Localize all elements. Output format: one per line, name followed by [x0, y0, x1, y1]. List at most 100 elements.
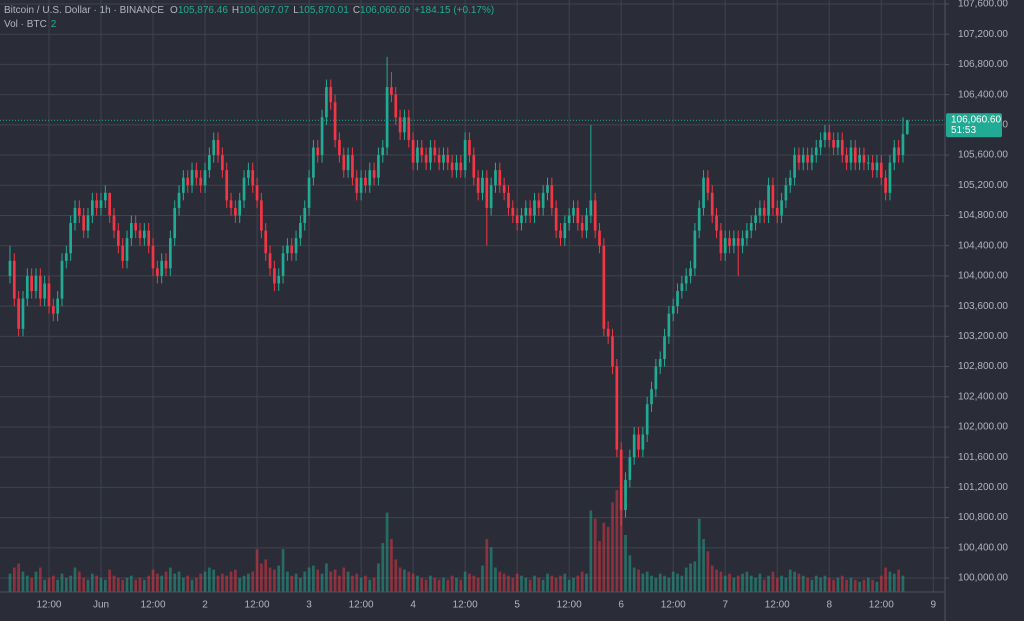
volume-bar — [676, 573, 679, 592]
volume-bar — [225, 575, 229, 592]
candle-body — [17, 298, 20, 329]
candle-body — [693, 230, 697, 269]
candle-body — [294, 238, 298, 254]
candle-body — [277, 275, 281, 284]
volume-bar — [103, 579, 107, 592]
volume-bar — [515, 573, 519, 592]
volume-bar — [806, 577, 809, 592]
x-tick-label: 5 — [514, 600, 520, 611]
y-tick-label: 100,000.00 — [958, 573, 1008, 584]
volume-bar — [632, 567, 636, 592]
candle-body — [611, 336, 614, 367]
candle-body — [459, 162, 463, 171]
volume-bar — [563, 573, 567, 592]
candle-body — [819, 139, 822, 148]
volume-bar — [125, 577, 129, 592]
volume-bar — [190, 579, 194, 592]
volume-bar — [186, 575, 190, 592]
volume-bar — [359, 577, 363, 592]
symbol-legend: Bitcoin / U.S. Dollar · 1h · BINANCE O105… — [4, 5, 494, 16]
volume-bar — [758, 573, 762, 592]
volume-bar — [182, 577, 185, 592]
volume-bar — [463, 571, 467, 592]
candle-body — [775, 207, 779, 216]
candle-body — [645, 404, 649, 435]
y-tick-label: 106,800.00 — [958, 59, 1008, 70]
volume-bar — [60, 573, 64, 592]
candle-body — [86, 215, 90, 231]
candle-body — [771, 185, 775, 208]
candle-body — [498, 170, 502, 186]
x-tick-label: 12:00 — [141, 600, 166, 611]
volume-bar — [229, 571, 233, 592]
volume-bar — [99, 577, 103, 592]
candle-body — [494, 170, 497, 186]
candle-body — [840, 139, 844, 156]
candle-body — [862, 155, 866, 163]
candle-body — [359, 177, 363, 193]
volume-bar — [667, 577, 671, 592]
volume-bar — [559, 575, 562, 592]
volume-bar — [342, 567, 346, 592]
candle-body — [528, 207, 532, 216]
volume-bar — [316, 569, 320, 592]
volume-bar — [385, 512, 389, 592]
volume-bar — [840, 575, 844, 592]
candle-body — [801, 155, 805, 163]
candle-body — [879, 162, 883, 178]
candle-body — [407, 117, 411, 140]
volume-bar — [390, 539, 393, 592]
candle-body — [897, 147, 900, 156]
volume-bar — [576, 575, 580, 592]
volume-bar — [858, 581, 861, 592]
legend-value: 105,876.46 — [178, 5, 228, 16]
y-tick-label: 104,000.00 — [958, 271, 1008, 282]
candle-body — [671, 306, 675, 314]
volume-bar — [602, 522, 606, 592]
volume-bar — [216, 575, 220, 592]
candle-body — [702, 177, 705, 208]
volume-bar — [680, 575, 684, 592]
volume-bar — [489, 547, 493, 592]
candle-body — [749, 223, 753, 231]
volume-bar — [476, 577, 480, 592]
volume-bar — [671, 571, 675, 592]
volume-bar — [502, 573, 506, 592]
volume-bar — [95, 575, 99, 592]
candle-body — [637, 434, 640, 450]
volume-bar — [710, 565, 714, 592]
volume-bar — [407, 571, 411, 592]
y-tick-label: 107,600.00 — [958, 0, 1008, 10]
candle-body — [784, 185, 788, 201]
x-tick-label: 12:00 — [349, 600, 374, 611]
volume-bar — [333, 569, 337, 592]
candle-body — [472, 155, 476, 178]
volume-bar — [234, 569, 237, 592]
candle-body — [823, 132, 827, 140]
volume-bar — [164, 571, 168, 592]
candle-body — [632, 434, 636, 458]
candle-body — [849, 147, 853, 163]
volume-bar — [442, 577, 445, 592]
candle-body — [650, 389, 653, 405]
y-tick-label: 101,200.00 — [958, 482, 1008, 493]
volume-bar — [286, 571, 289, 592]
axes: 100,000.00 100,400.00 100,800.00 101,200.00… — [0, 0, 1008, 611]
candle-body — [416, 147, 419, 163]
volume-legend: Vol · BTC 2 — [4, 19, 57, 30]
candle-body — [602, 245, 606, 329]
candle-body — [853, 147, 857, 163]
x-tick-label: 12:00 — [661, 600, 686, 611]
candle-body — [780, 200, 783, 216]
x-tick-label: 8 — [826, 600, 832, 611]
volume-bar — [866, 577, 870, 592]
volume-bar — [567, 579, 571, 592]
volume-bar — [238, 577, 242, 592]
candle-body — [186, 177, 190, 186]
volume-bar — [277, 565, 281, 592]
candle-body — [420, 147, 424, 156]
volume-bar — [247, 573, 250, 592]
volume-bar — [658, 573, 662, 592]
x-tick-label: 12:00 — [245, 600, 270, 611]
